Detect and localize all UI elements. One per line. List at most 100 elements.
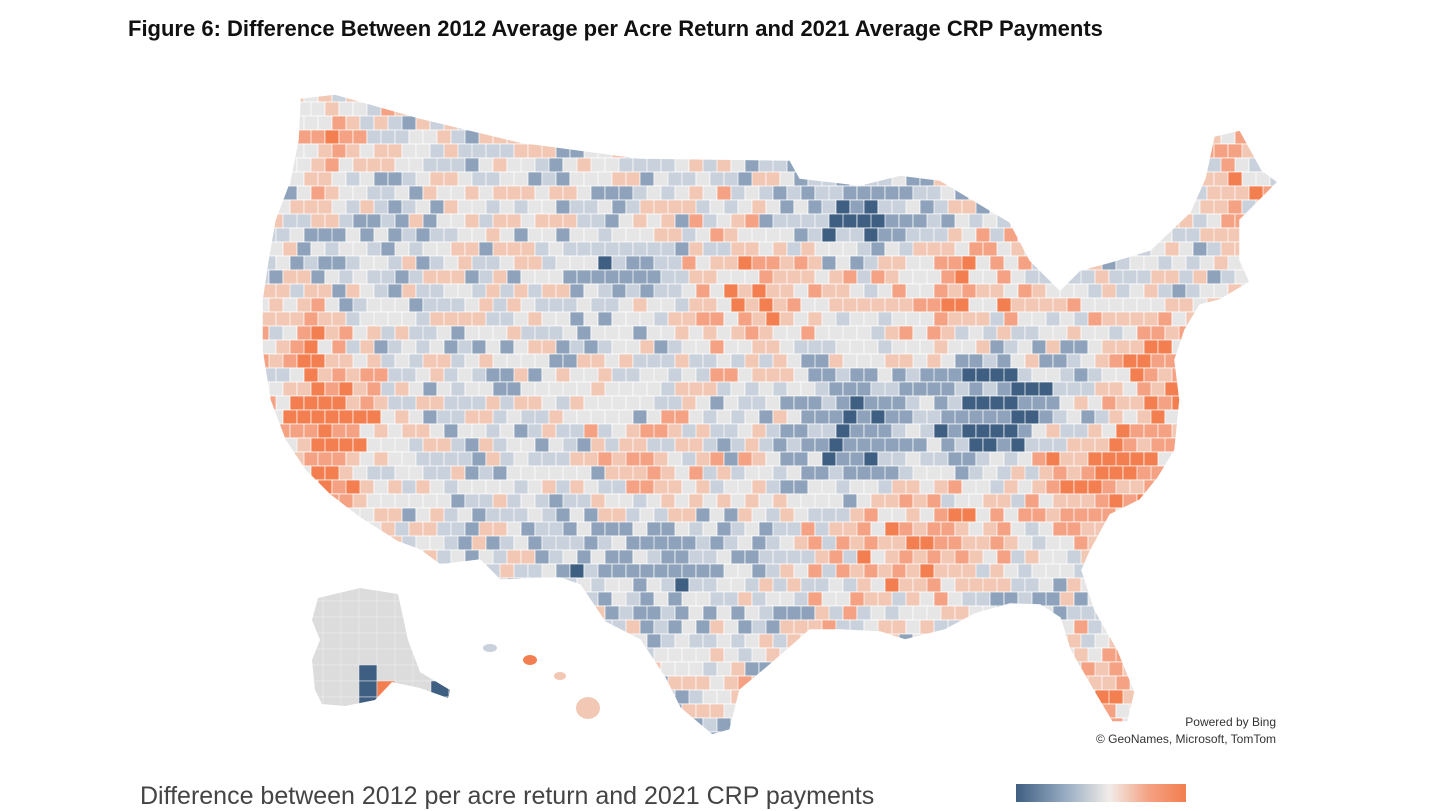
county-cell bbox=[296, 661, 312, 677]
county-cell bbox=[1136, 129, 1152, 145]
county-cell bbox=[527, 731, 543, 735]
county-cell bbox=[814, 717, 844, 733]
county-cell bbox=[1171, 94, 1201, 103]
county-cell bbox=[366, 381, 382, 397]
county-cell bbox=[765, 143, 781, 159]
county-cell bbox=[562, 549, 578, 565]
county-cell bbox=[793, 143, 809, 159]
county-cell bbox=[331, 535, 347, 551]
county-cell bbox=[1024, 465, 1040, 481]
county-cell bbox=[849, 619, 865, 635]
county-cell bbox=[1031, 647, 1047, 663]
county-cell bbox=[1255, 563, 1278, 579]
alaska-borough-cell bbox=[394, 696, 414, 706]
county-cell bbox=[611, 479, 627, 495]
county-cell bbox=[485, 423, 501, 439]
county-cell bbox=[1059, 535, 1075, 551]
county-cell bbox=[884, 157, 914, 173]
county-cell bbox=[611, 395, 627, 411]
alaska-borough-cell bbox=[376, 632, 396, 650]
county-cell bbox=[352, 129, 368, 145]
county-cell bbox=[1178, 409, 1194, 425]
county-cell bbox=[1038, 157, 1068, 173]
county-cell bbox=[1115, 283, 1131, 299]
county-cell bbox=[1108, 185, 1124, 201]
county-cell bbox=[450, 521, 466, 537]
county-cell bbox=[1262, 577, 1278, 593]
county-cell bbox=[345, 535, 361, 551]
county-cell bbox=[401, 115, 417, 131]
county-cell bbox=[555, 451, 571, 467]
county-cell bbox=[1122, 325, 1138, 341]
county-cell bbox=[842, 605, 858, 621]
county-cell bbox=[618, 577, 634, 593]
county-cell bbox=[1276, 185, 1278, 201]
county-cell bbox=[1136, 633, 1152, 649]
county-cell bbox=[1276, 661, 1278, 677]
county-cell bbox=[856, 297, 872, 313]
county-cell bbox=[1178, 353, 1194, 369]
county-cell bbox=[1122, 577, 1152, 593]
county-cell bbox=[653, 535, 669, 551]
county-cell bbox=[905, 535, 921, 551]
county-cell bbox=[1157, 255, 1173, 271]
county-cell bbox=[373, 199, 389, 215]
county-cell bbox=[262, 199, 263, 215]
county-cell bbox=[282, 101, 298, 117]
county-cell bbox=[324, 577, 340, 593]
county-cell bbox=[1213, 507, 1229, 523]
county-cell bbox=[632, 521, 648, 537]
county-cell bbox=[1143, 143, 1159, 159]
county-cell bbox=[947, 591, 963, 607]
county-cell bbox=[590, 521, 606, 537]
county-cell bbox=[380, 269, 396, 285]
county-cell bbox=[1080, 269, 1096, 285]
county-cell bbox=[688, 549, 704, 565]
county-cell bbox=[835, 451, 851, 467]
county-cell bbox=[1024, 297, 1040, 313]
alaska-borough-cell bbox=[394, 600, 414, 618]
county-cell bbox=[723, 535, 739, 551]
county-cell bbox=[422, 661, 438, 677]
county-cell bbox=[828, 689, 844, 705]
county-cell bbox=[289, 395, 305, 411]
county-cell bbox=[1101, 535, 1117, 551]
county-cell bbox=[534, 409, 550, 425]
county-cell bbox=[891, 339, 907, 355]
county-cell bbox=[1094, 577, 1124, 593]
county-cell bbox=[758, 437, 774, 453]
alaska-borough-cell bbox=[312, 632, 324, 650]
county-cell bbox=[835, 395, 851, 411]
county-cell bbox=[779, 115, 795, 131]
county-cell bbox=[758, 605, 774, 621]
county-cell bbox=[863, 647, 879, 663]
county-cell bbox=[576, 605, 592, 621]
county-cell bbox=[1143, 395, 1159, 411]
county-cell bbox=[996, 241, 1012, 257]
county-cell bbox=[940, 353, 956, 369]
county-cell bbox=[262, 227, 263, 243]
county-cell bbox=[1234, 297, 1250, 313]
county-cell bbox=[898, 185, 914, 201]
county-cell bbox=[485, 591, 501, 607]
county-cell bbox=[576, 381, 592, 397]
county-cell bbox=[289, 507, 305, 523]
county-cell bbox=[1094, 409, 1110, 425]
county-cell bbox=[1122, 605, 1138, 621]
county-cell bbox=[604, 521, 620, 537]
alaska-borough-cell bbox=[312, 648, 324, 666]
hawaii-island bbox=[483, 644, 497, 652]
county-cell bbox=[1031, 283, 1047, 299]
county-cell bbox=[842, 633, 858, 649]
county-cell bbox=[982, 577, 998, 593]
county-cell bbox=[821, 675, 837, 691]
county-cell bbox=[548, 325, 564, 341]
county-cell bbox=[324, 101, 340, 117]
county-cell bbox=[310, 409, 326, 425]
alaska-borough-cell bbox=[430, 680, 450, 698]
county-cell bbox=[1220, 521, 1236, 537]
county-cell bbox=[576, 185, 592, 201]
county-cell bbox=[262, 577, 270, 593]
attribution-powered-by: Powered by Bing bbox=[1185, 715, 1276, 729]
county-cell bbox=[478, 269, 494, 285]
